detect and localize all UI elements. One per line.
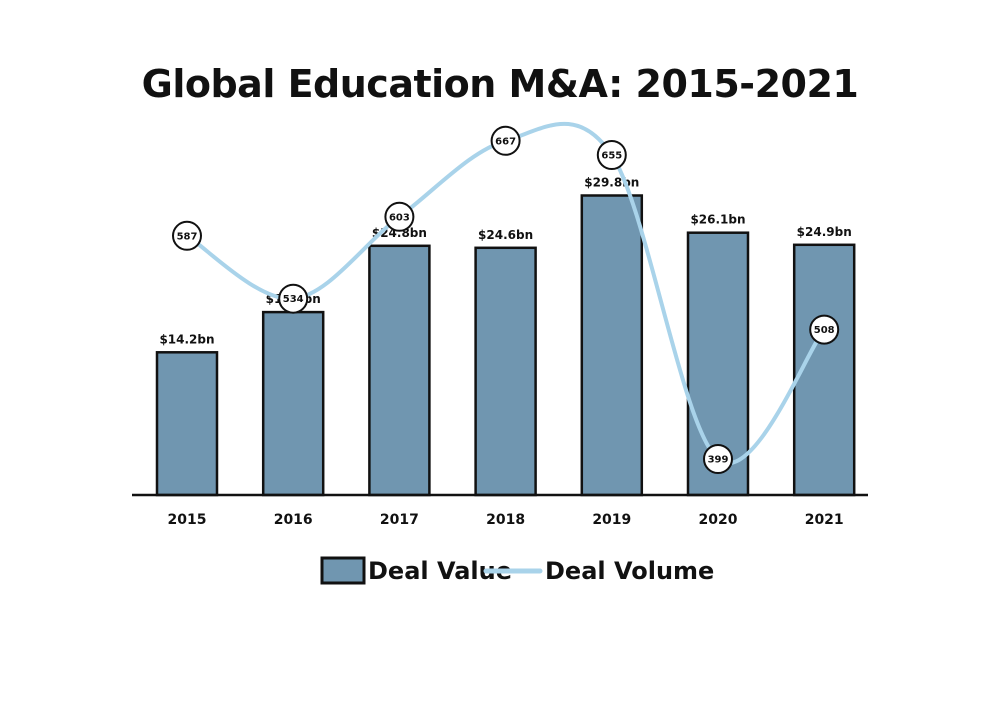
x-tick-label-2017: 2017 [380,512,419,528]
x-tick-label-2020: 2020 [699,512,738,528]
bar-2015 [155,351,219,497]
bar-2019 [580,194,644,497]
volume-point-2019 [596,140,627,170]
volume-label-2019: 655 [601,151,622,162]
legend-swatch-deal-value [320,556,366,585]
legend: Deal Value Deal Volume [320,556,714,585]
legend-label-deal-volume: Deal Volume [545,557,714,585]
x-tick-label-2015: 2015 [168,512,207,528]
bar-value-label-2020: $26.1bn [690,213,745,227]
bar-value-label-2019: $29.8bn [584,176,639,190]
bar-2021 [792,243,856,497]
bar-value-label-2015: $14.2bn [159,332,214,346]
volume-label-2018: 667 [495,136,516,147]
volume-label-2016: 534 [283,294,304,305]
volume-point-2020 [703,444,733,474]
x-tick-label-2016: 2016 [274,512,313,528]
volume-label-2021: 508 [814,325,835,336]
volume-point-2018 [490,125,521,156]
volume-layer: 587 534 603 667 655 399 508 [172,121,840,474]
bar-value-label-2021: $24.9bn [797,225,852,239]
x-tick-label-2021: 2021 [805,512,844,528]
bar-2018 [474,246,537,497]
volume-point-2017 [384,201,415,232]
bar-2016 [261,310,325,497]
bar-2017 [368,244,431,497]
bar-value-label-2018: $24.6bn [478,228,533,242]
bars-layer: $14.2bn$18.2bn$24.8bn$24.6bn$29.8bn$26.1… [155,176,856,497]
x-tick-label-2019: 2019 [592,512,631,528]
volume-point-2016 [278,283,309,314]
volume-label-2020: 399 [708,455,729,466]
volume-point-2021 [809,314,840,345]
x-tick-label-2018: 2018 [486,512,525,528]
x-tick-labels: 2015 2016 2017 2018 2019 2020 2021 [168,512,844,528]
volume-label-2017: 603 [389,212,410,223]
volume-point-2015 [172,220,202,251]
chart-title: Global Education M&A: 2015-2021 [141,62,859,106]
volume-label-2015: 587 [177,231,198,242]
